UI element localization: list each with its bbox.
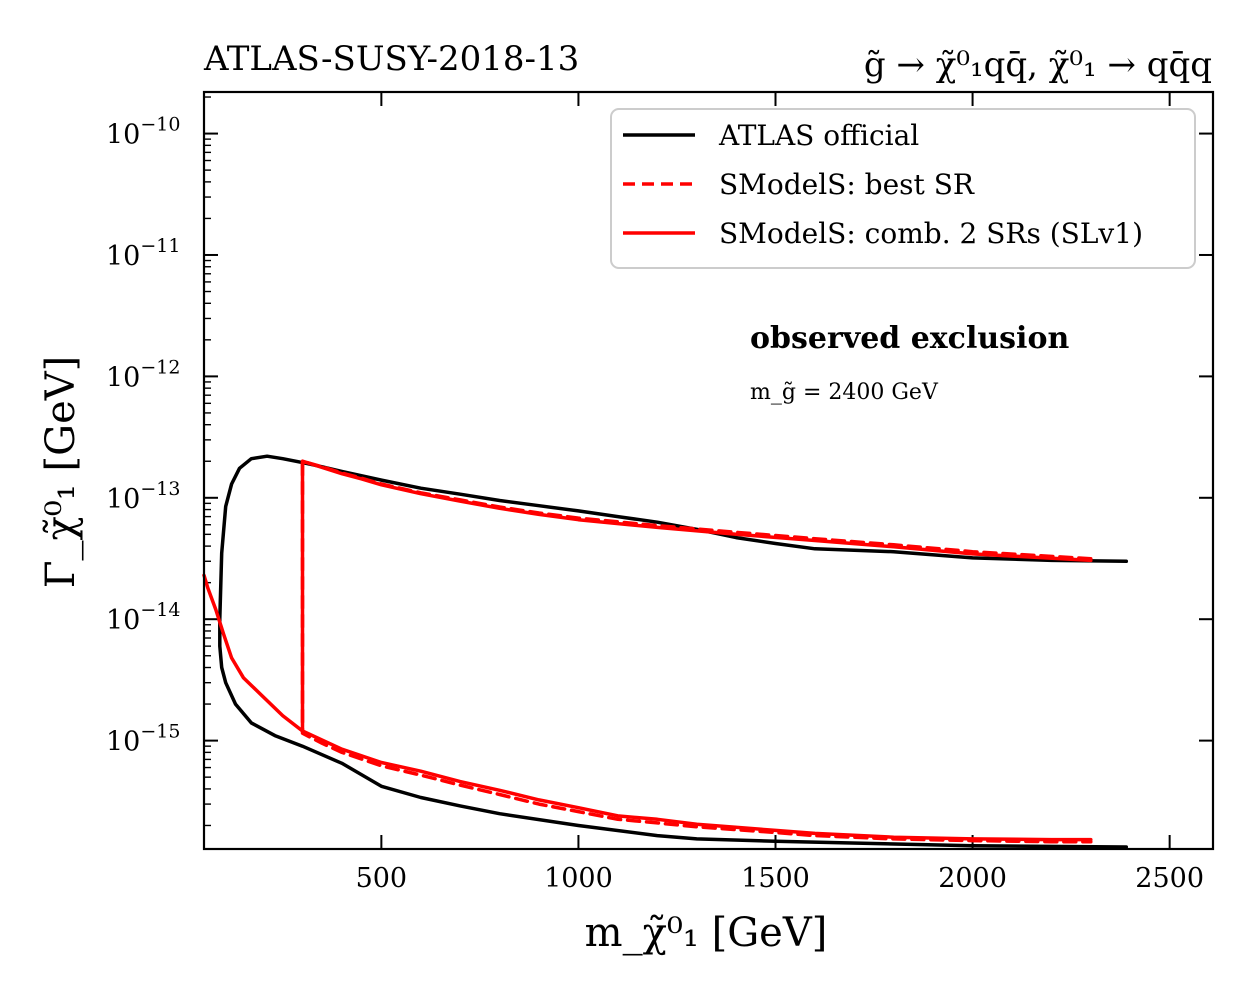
x-tick-label: 2500 <box>1135 863 1204 894</box>
chart-title-right: g̃ → χ̃⁰₁qq̄, χ̃⁰₁ → qq̄q <box>864 45 1212 85</box>
y-tick-label: 10−13 <box>106 478 180 515</box>
legend-label-comb: SModelS: comb. 2 SRs (SLv1) <box>719 217 1143 250</box>
x-tick-label: 1500 <box>741 863 810 894</box>
x-tick-label: 1000 <box>544 863 613 894</box>
x-tick-labels: 500 1000 1500 2000 2500 <box>356 863 1204 894</box>
y-tick-label: 10−15 <box>106 721 180 758</box>
y-axis-label: Γ_χ̃⁰₁ [GeV] <box>38 356 84 589</box>
axis-ticks <box>204 92 1213 849</box>
legend-label-atlas: ATLAS official <box>718 119 919 152</box>
y-tick-label: 10−10 <box>106 114 180 151</box>
x-axis-label: m_χ̃⁰₁ [GeV] <box>585 910 828 956</box>
y-tick-label: 10−14 <box>106 599 180 636</box>
legend-box <box>610 108 1196 269</box>
legend-label-best-sr: SModelS: best SR <box>719 168 975 201</box>
chart-title-left: ATLAS-SUSY-2018-13 <box>203 39 579 79</box>
y-tick-label: 10−12 <box>106 356 180 393</box>
x-tick-label: 500 <box>356 863 408 894</box>
x-tick-label: 2000 <box>938 863 1007 894</box>
plot-frame <box>202 90 1215 851</box>
y-tick-labels: 10−15 10−14 10−13 10−12 10−11 10−10 <box>106 114 180 758</box>
legend: ATLAS official SModelS: best SR SModelS:… <box>610 108 1196 269</box>
y-tick-label: 10−11 <box>106 235 180 272</box>
annotation-heading: observed exclusion <box>750 321 1069 356</box>
annotation-subtext: m_g̃ = 2400 GeV <box>750 380 939 405</box>
